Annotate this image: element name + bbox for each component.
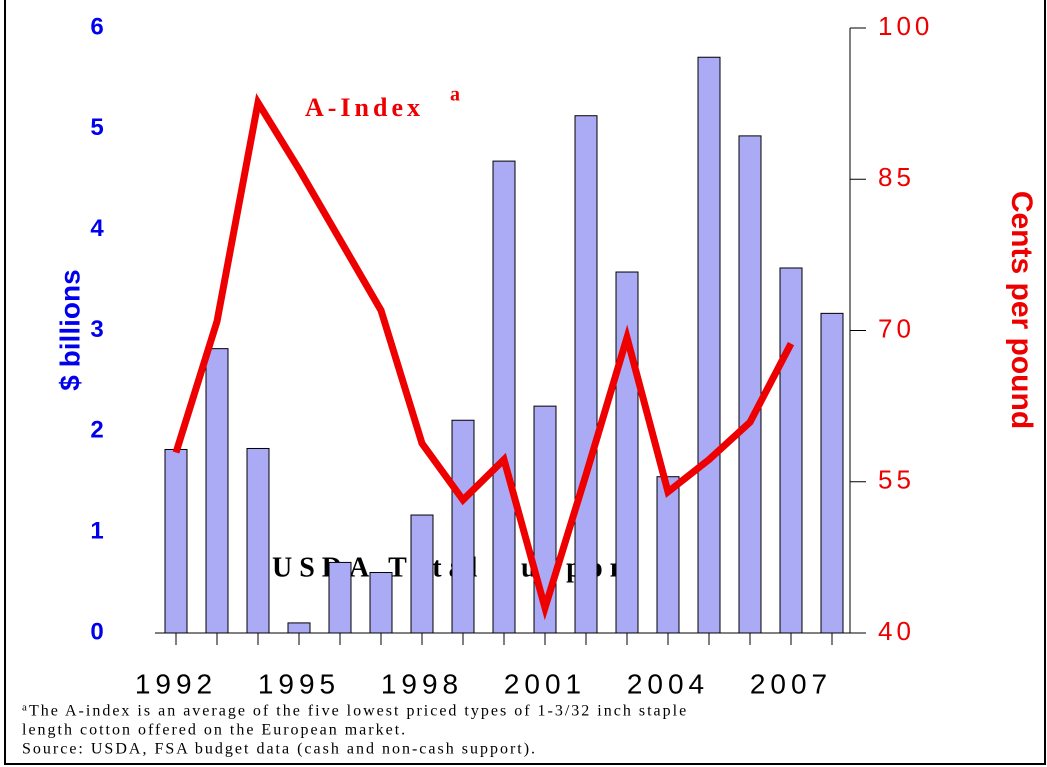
footnote: The A-index is an average of the five lo… (29, 703, 688, 720)
bar (697, 56, 721, 634)
bar (369, 572, 393, 634)
footnote: length cotton offered on the European ma… (22, 722, 407, 739)
y-tick-label: 0 (90, 618, 103, 645)
bar (328, 561, 352, 634)
source: Source: USDA, FSA budget data (cash and … (22, 741, 537, 758)
bar (656, 476, 680, 634)
annotation: a (450, 84, 460, 106)
y2-tick-label: 55 (878, 465, 915, 495)
bar (738, 135, 762, 634)
bar (164, 448, 188, 634)
x-tick-label: 2001 (504, 668, 586, 699)
y-tick-label: 5 (90, 114, 103, 141)
bar (820, 312, 844, 634)
bar (205, 348, 229, 634)
line (172, 93, 795, 621)
y-tick-label: 4 (90, 215, 104, 242)
x-tick-label: 1998 (381, 668, 463, 699)
x-tick-label: 2004 (627, 668, 709, 699)
x-tick-label: 1995 (258, 668, 340, 699)
bar (574, 115, 598, 634)
bar (779, 267, 803, 634)
footnote-mark: a (22, 702, 29, 714)
bar (287, 622, 311, 634)
y-tick-label: 1 (90, 518, 103, 545)
y-tick-label: 3 (90, 316, 103, 343)
y2-axis-label: Cents per pound (1005, 191, 1038, 429)
frame (4, 0, 1046, 765)
y-tick-label: 6 (90, 13, 103, 40)
y2-tick-label: 40 (878, 616, 915, 646)
y2-tick-label: 100 (878, 11, 933, 41)
bar (451, 419, 475, 634)
y-axis-label: $ billions (54, 269, 85, 390)
y2-tick-label: 70 (878, 313, 915, 343)
line-label: A-Index (305, 93, 424, 122)
y-tick-label: 2 (90, 417, 103, 444)
y2-tick-label: 85 (878, 162, 915, 192)
x-tick-label: 2007 (750, 668, 832, 699)
x-tick-label: 1992 (135, 668, 217, 699)
bar (410, 514, 434, 634)
bar (492, 160, 516, 634)
bar (246, 447, 270, 634)
